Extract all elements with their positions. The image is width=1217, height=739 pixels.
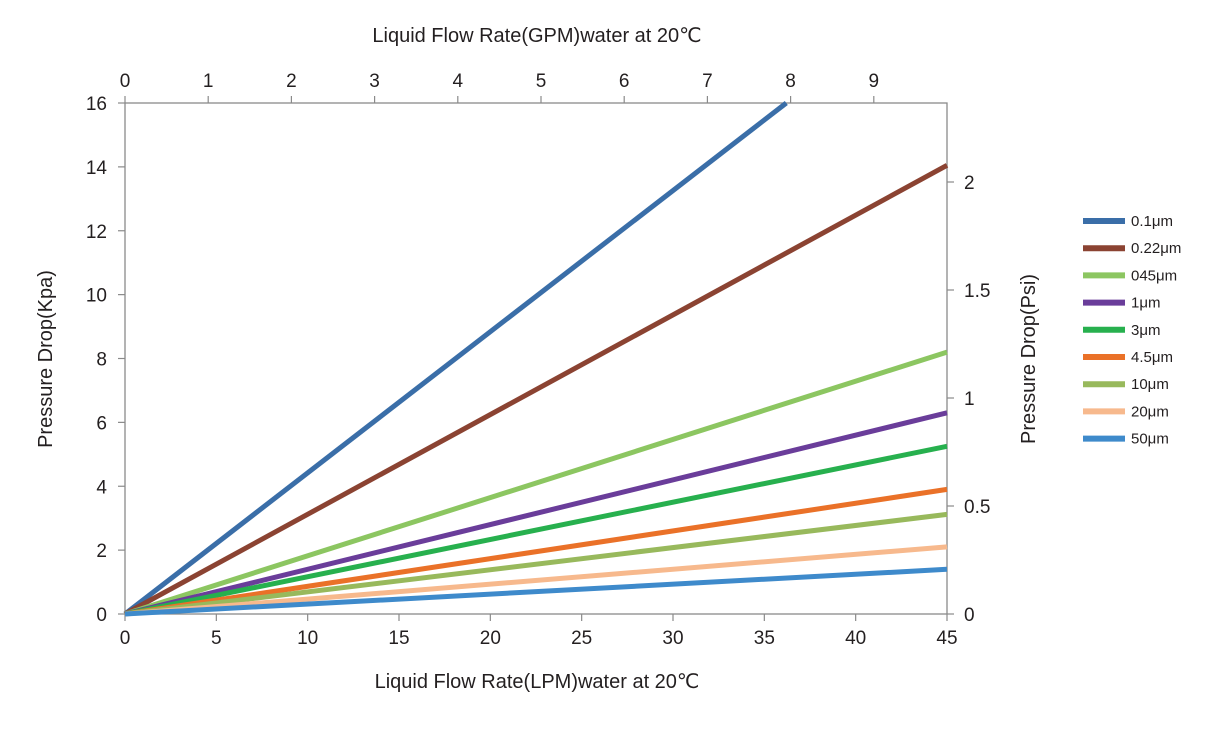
series-line — [124, 443, 948, 617]
left-tick-label: 10 — [86, 286, 107, 307]
bottom-tick-label: 40 — [845, 628, 866, 649]
legend-label: 0.1μm — [1131, 213, 1173, 230]
top-tick-label: 1 — [203, 71, 214, 92]
left-tick-label: 16 — [86, 94, 107, 115]
bottom-tick-label: 10 — [297, 628, 318, 649]
top-tick-label: 7 — [702, 71, 713, 92]
right-tick-label: 1.5 — [964, 281, 990, 302]
top-axis-title: Liquid Flow Rate(GPM)water at 20℃ — [372, 25, 701, 47]
bottom-tick-label: 20 — [480, 628, 501, 649]
left-tick-label: 14 — [86, 158, 108, 179]
right-axis-title: Pressure Drop(Psi) — [1018, 274, 1040, 444]
left-tick-label: 6 — [96, 413, 107, 434]
right-tick-label: 0 — [964, 605, 975, 626]
left-tick-label: 2 — [96, 541, 107, 562]
top-tick-label: 2 — [286, 71, 297, 92]
bottom-tick-label: 0 — [120, 628, 131, 649]
legend-label: 1μm — [1131, 295, 1160, 312]
top-tick-label: 0 — [120, 71, 131, 92]
left-tick-label: 4 — [96, 477, 107, 498]
legend-label: 10μm — [1131, 376, 1169, 393]
top-tick-label: 3 — [369, 71, 380, 92]
series-line — [124, 511, 948, 617]
series-line — [123, 163, 949, 617]
bottom-tick-label: 30 — [662, 628, 683, 649]
legend-label: 3μm — [1131, 322, 1160, 339]
top-tick-label: 5 — [536, 71, 547, 92]
series-line — [124, 410, 948, 617]
legend-label: 4.5μm — [1131, 349, 1173, 366]
right-tick-label: 1 — [964, 389, 975, 410]
top-tick-label: 6 — [619, 71, 630, 92]
series-line — [124, 566, 948, 617]
top-tick-label: 4 — [453, 71, 464, 92]
top-tick-label: 9 — [869, 71, 880, 92]
series-line — [124, 486, 948, 617]
series-line — [123, 101, 788, 616]
bottom-axis-title: Liquid Flow Rate(LPM)water at 20℃ — [375, 671, 700, 693]
bottom-tick-label: 5 — [211, 628, 222, 649]
left-axis-title: Pressure Drop(Kpa) — [35, 270, 57, 448]
right-tick-label: 0.5 — [964, 497, 990, 518]
left-tick-label: 8 — [96, 350, 107, 371]
legend-label: 50μm — [1131, 431, 1169, 448]
series-line — [124, 349, 948, 617]
legend-label: 0.22μm — [1131, 240, 1181, 257]
right-tick-label: 2 — [964, 173, 975, 194]
bottom-tick-label: 45 — [936, 628, 957, 649]
bottom-tick-label: 35 — [754, 628, 775, 649]
series-line — [124, 544, 948, 617]
legend-label: 20μm — [1131, 403, 1169, 420]
bottom-tick-label: 25 — [571, 628, 592, 649]
plot-frame — [124, 102, 948, 615]
left-tick-label: 0 — [96, 605, 107, 626]
left-tick-label: 12 — [86, 222, 107, 243]
top-tick-label: 8 — [785, 71, 796, 92]
bottom-tick-label: 15 — [388, 628, 409, 649]
legend-label: 045μm — [1131, 267, 1177, 284]
